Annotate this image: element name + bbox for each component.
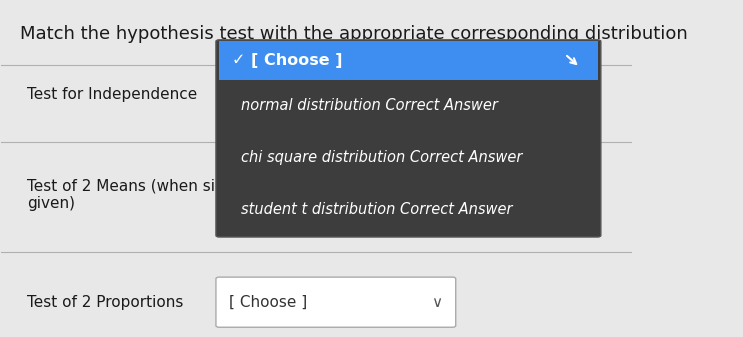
- Text: ✓ [ Choose ]: ✓ [ Choose ]: [232, 53, 343, 68]
- Text: ∨: ∨: [431, 295, 442, 310]
- Text: Test of 2 Proportions: Test of 2 Proportions: [27, 295, 183, 310]
- Text: Test for Independence: Test for Independence: [27, 88, 197, 102]
- Text: normal distribution Correct Answer: normal distribution Correct Answer: [241, 98, 498, 113]
- FancyBboxPatch shape: [216, 277, 455, 327]
- Text: Match the hypothesis test with the appropriate corresponding distribution: Match the hypothesis test with the appro…: [20, 25, 688, 43]
- Text: chi square distribution Correct Answer: chi square distribution Correct Answer: [241, 150, 522, 165]
- Text: [ Choose ]: [ Choose ]: [229, 295, 307, 310]
- Text: Test of 2 Means (when sigmas are not
given): Test of 2 Means (when sigmas are not giv…: [27, 179, 317, 211]
- FancyBboxPatch shape: [216, 40, 601, 237]
- Text: student t distribution Correct Answer: student t distribution Correct Answer: [241, 202, 513, 217]
- Bar: [219, 41, 597, 80]
